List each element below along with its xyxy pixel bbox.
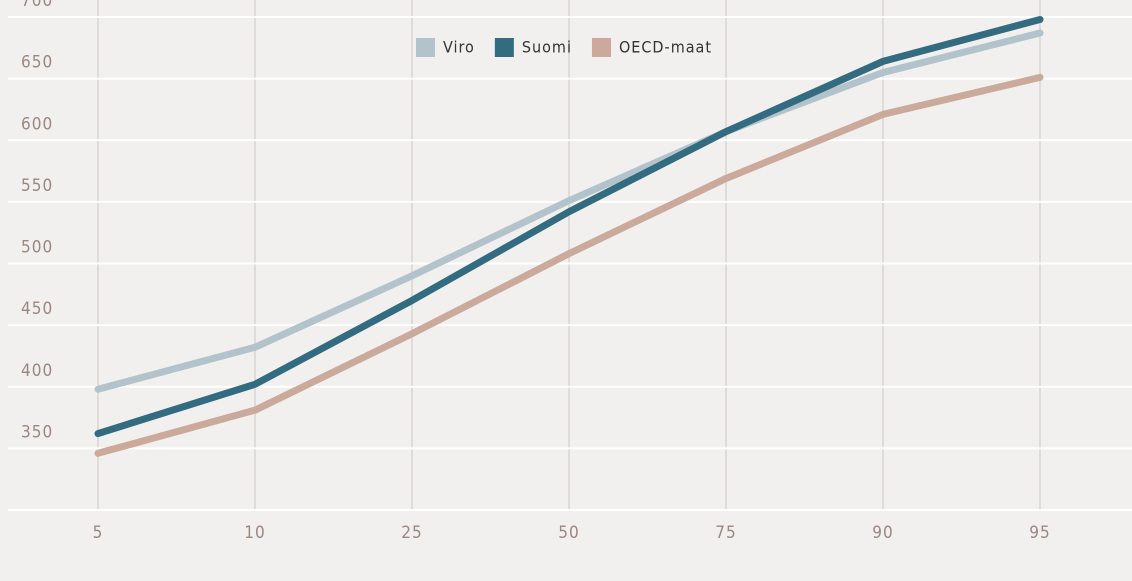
y-tick-label: 650 <box>21 53 53 73</box>
y-tick-label: 600 <box>21 114 53 134</box>
y-tick-label: 550 <box>21 176 53 196</box>
x-tick-label: 5 <box>93 523 104 543</box>
x-tick-label: 95 <box>1029 523 1050 543</box>
legend-swatch <box>591 38 611 57</box>
legend-label: Suomi <box>522 38 572 57</box>
y-tick-label: 400 <box>21 361 53 381</box>
line-series <box>94 29 1044 393</box>
x-tick-label: 90 <box>872 523 893 543</box>
legend-label: Viro <box>443 38 475 57</box>
line-series <box>94 15 1044 438</box>
y-tick-label: 450 <box>21 299 53 319</box>
legend-swatch <box>494 38 514 57</box>
x-tick-label: 75 <box>715 523 736 543</box>
legend-swatch <box>416 38 435 57</box>
x-tick-label: 50 <box>558 523 579 543</box>
y-tick-label: 700 <box>21 0 53 11</box>
y-tick-label: 500 <box>21 238 53 258</box>
x-tick-label: 25 <box>401 523 422 543</box>
legend: Viro Suomi OECD-maat <box>416 38 712 57</box>
line-series <box>94 73 1044 457</box>
x-tick-label: 10 <box>244 523 265 543</box>
legend-label: OECD-maat <box>619 38 712 57</box>
y-tick-label: 350 <box>21 422 53 442</box>
